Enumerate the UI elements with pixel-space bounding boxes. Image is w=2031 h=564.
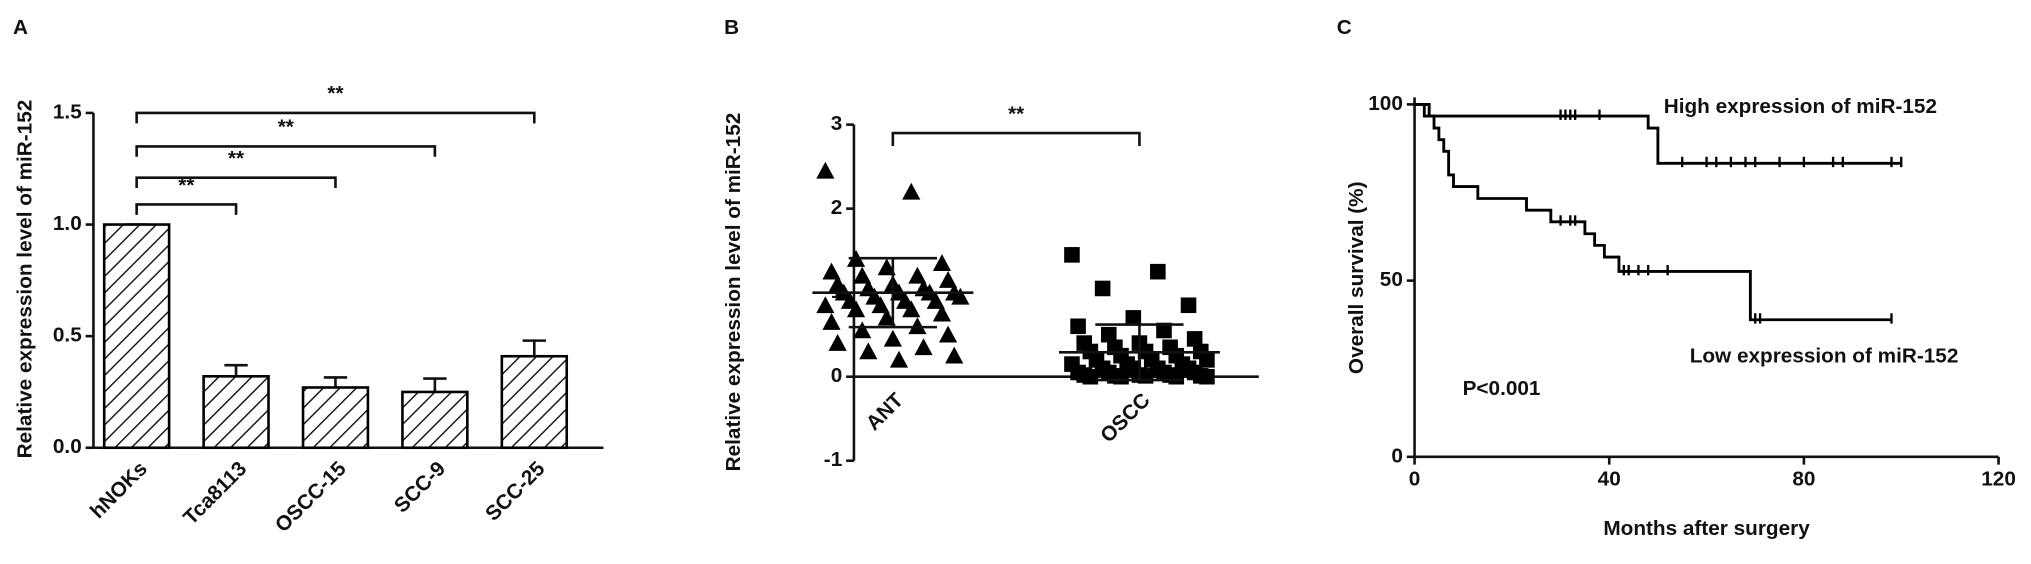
series-label: High expression of miR-152 (1664, 95, 1937, 118)
y-tick-label: 0.5 (53, 324, 82, 347)
data-point (822, 262, 841, 280)
bar (202, 375, 270, 450)
data-point (1082, 368, 1099, 385)
annotation: P<0.001 (1463, 377, 1541, 400)
data-point (1180, 297, 1197, 314)
x-tick-label: ANT (862, 388, 909, 435)
panel-letter: A (13, 16, 28, 39)
x-tick-label: 120 (1981, 468, 2016, 491)
data-point (1125, 310, 1142, 326)
bar (301, 386, 370, 450)
data-point (1064, 247, 1080, 263)
x-tick-label: OSCC (1096, 389, 1155, 448)
survival-curve (1414, 102, 1902, 165)
data-point (914, 338, 933, 356)
error-bar (423, 377, 447, 392)
data-point (1070, 318, 1086, 335)
y-tick-label: 1.5 (53, 100, 82, 123)
y-tick-label: 100 (1368, 92, 1403, 115)
data-point (1100, 326, 1117, 343)
x-axis-title: Months after surgery (1603, 517, 1810, 540)
y-tick-label: 0 (831, 364, 843, 387)
significance-bracket (135, 145, 437, 157)
series-label: Low expression of miR-152 (1690, 344, 1959, 367)
significance-label: ** (178, 174, 195, 197)
y-tick-label: 1.0 (53, 212, 82, 235)
data-point (877, 308, 896, 326)
data-point (822, 312, 841, 330)
significance-bracket (891, 131, 1141, 146)
data-point (853, 266, 872, 284)
x-tick-label: 40 (1598, 468, 1621, 491)
data-point (871, 296, 890, 314)
panel-letter: B (724, 16, 739, 39)
significance-bracket (135, 111, 536, 124)
data-point (877, 258, 896, 276)
data-point (908, 317, 927, 335)
bar (102, 223, 171, 450)
y-tick-label: 0.0 (53, 435, 82, 458)
significance-label: ** (278, 116, 295, 139)
data-point (902, 182, 921, 200)
y-tick-label: -1 (824, 448, 842, 471)
data-point (1113, 368, 1129, 385)
data-point (926, 291, 945, 309)
data-point (938, 325, 958, 343)
data-point (1156, 322, 1172, 339)
data-point (945, 346, 964, 364)
significance-bracket (135, 203, 238, 215)
data-point (1168, 368, 1185, 385)
error-bar (522, 339, 546, 357)
data-point (1186, 331, 1203, 347)
significance-label: ** (1008, 102, 1025, 125)
data-point (1199, 352, 1215, 368)
data-point (883, 329, 902, 347)
y-tick-label: 0 (1391, 444, 1403, 467)
y-axis-title: Relative expression level of miR-152 (13, 100, 36, 459)
error-bar (224, 363, 248, 377)
data-point (889, 350, 909, 368)
sd-bar (848, 256, 937, 329)
y-tick-label: 2 (831, 196, 843, 219)
data-point (853, 321, 872, 339)
data-point (908, 266, 927, 284)
sd-bar (1095, 323, 1184, 382)
significance-bracket (135, 176, 337, 189)
y-axis-title: Relative expression level of miR-152 (722, 113, 745, 472)
data-point (1199, 368, 1215, 385)
bar (401, 390, 469, 450)
y-tick-label: 3 (831, 112, 843, 135)
data-point (816, 296, 835, 314)
y-axis-title: Overall survival (%) (1345, 181, 1368, 374)
data-point (828, 334, 847, 351)
x-tick-label: Tca8113 (179, 457, 251, 529)
survival-curve (1414, 102, 1892, 322)
data-point (932, 304, 952, 322)
x-tick-label: 80 (1792, 468, 1815, 491)
error-bar (323, 376, 348, 388)
data-point (932, 254, 952, 272)
x-tick-label: hNOKs (86, 457, 152, 523)
x-tick-label: SCC-9 (390, 457, 450, 517)
data-point (846, 300, 866, 318)
x-tick-label: 0 (1409, 468, 1421, 491)
data-point (1094, 280, 1111, 297)
significance-label: ** (228, 147, 245, 170)
data-point (902, 300, 921, 318)
significance-label: ** (327, 82, 344, 105)
y-tick-label: 50 (1380, 268, 1403, 291)
panel-letter: C (1337, 16, 1352, 39)
data-point (816, 161, 835, 179)
x-tick-label: SCC-25 (481, 457, 549, 525)
data-point (1150, 263, 1166, 280)
bar (500, 354, 569, 450)
data-point (938, 270, 958, 288)
data-point (951, 287, 970, 305)
data-point (859, 342, 878, 360)
x-tick-label: OSCC-15 (271, 457, 351, 537)
